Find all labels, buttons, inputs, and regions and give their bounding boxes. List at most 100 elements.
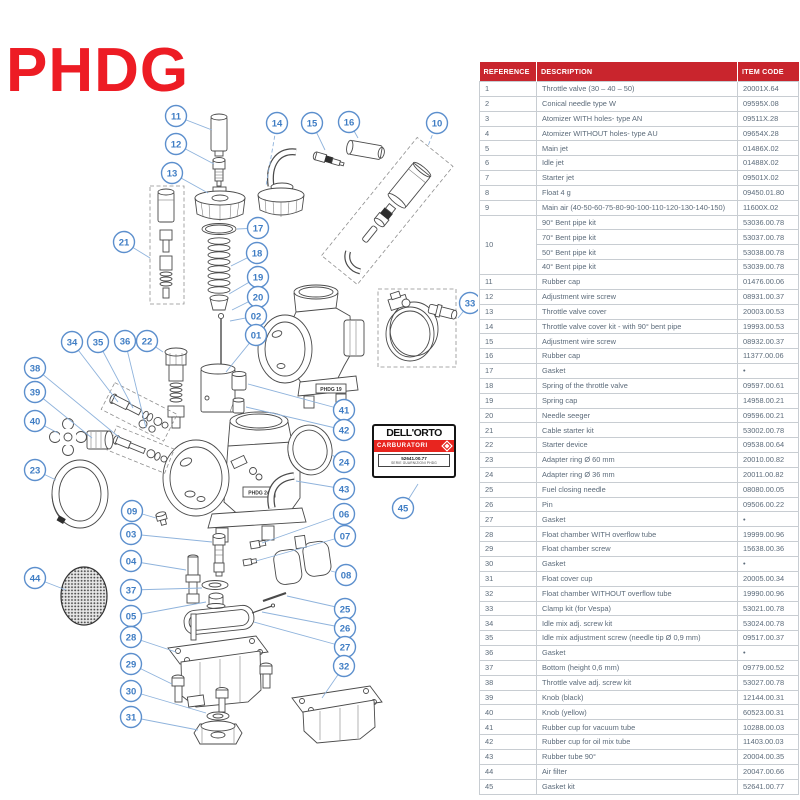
description-cell: 50° Bent pipe kit bbox=[536, 244, 738, 261]
item-code-cell: 01476.00.06 bbox=[737, 273, 799, 290]
svg-text:13: 13 bbox=[167, 168, 178, 179]
table-row: 39 Knob (black) 12144.00.31 bbox=[479, 689, 799, 706]
spring-cap-19-drawing bbox=[209, 294, 229, 311]
svg-text:16: 16 bbox=[344, 117, 355, 128]
table-row: 44 Air filter 20047.00.66 bbox=[479, 763, 799, 780]
svg-text:29: 29 bbox=[126, 659, 137, 670]
reference-cell: 24 bbox=[479, 466, 537, 483]
table-row: 28 Float chamber WITH overflow tube 19999.… bbox=[479, 526, 799, 543]
item-code-cell: 09450.01.80 bbox=[737, 184, 799, 201]
description-cell: 40° Bent pipe kit bbox=[536, 259, 738, 275]
reference-cell: 14 bbox=[479, 318, 537, 335]
callout-10: 10 bbox=[425, 111, 449, 147]
reference-cell: 40 bbox=[479, 704, 537, 721]
callout-36: 36 bbox=[113, 329, 147, 429]
table-row: 24 Adapter ring Ø 36 mm 20011.00.82 bbox=[479, 466, 799, 483]
table-row: 22 Starter device 09538.00.64 bbox=[479, 437, 799, 454]
callout-18: 18 bbox=[230, 241, 269, 267]
item-code-cell: 19999.00.96 bbox=[737, 526, 799, 543]
float-chamber-28-drawing bbox=[167, 613, 269, 708]
callout-37: 37 bbox=[119, 578, 203, 602]
description-cell: Starter jet bbox=[536, 170, 738, 186]
table-row: 25 Fuel closing needle 08080.00.05 bbox=[479, 481, 799, 498]
description-cell: Float chamber screw bbox=[536, 541, 738, 557]
callout-44: 44 bbox=[23, 566, 67, 591]
item-code-cell: 53038.00.78 bbox=[737, 244, 799, 261]
carb-body-upper-drawing: PHDG 19 bbox=[257, 284, 365, 409]
float-cover-cup-31-drawing bbox=[193, 720, 243, 745]
svg-text:33: 33 bbox=[465, 298, 476, 309]
item-code-cell: 20004.00.35 bbox=[737, 748, 799, 765]
description-cell: Gasket kit bbox=[536, 778, 738, 795]
description-cell: Knob (black) bbox=[536, 689, 738, 706]
svg-text:01: 01 bbox=[251, 330, 262, 341]
float-chamber-screws-29-drawing bbox=[171, 662, 273, 713]
carburatori-text: CARBURATORI bbox=[377, 443, 428, 449]
svg-text:36: 36 bbox=[120, 336, 131, 347]
svg-text:05: 05 bbox=[126, 611, 137, 622]
svg-text:39: 39 bbox=[30, 387, 41, 398]
gasket-27-drawing bbox=[183, 604, 255, 635]
reference-cell: 34 bbox=[479, 615, 537, 632]
header-description: DESCRIPTION bbox=[536, 62, 738, 82]
table-row: 34 Idle mix adj. screw kit 53024.00.78 bbox=[479, 615, 799, 632]
item-code-cell: 20001X.64 bbox=[737, 81, 799, 97]
callout-29: 29 bbox=[119, 652, 173, 685]
description-cell: Spring cap bbox=[536, 392, 738, 409]
rubber-tube-43-drawing bbox=[267, 472, 295, 509]
rubber-cap-11-drawing bbox=[210, 113, 228, 157]
gasket-17-drawing bbox=[201, 223, 237, 235]
dellorto-diamond-icon bbox=[441, 440, 453, 452]
svg-text:10: 10 bbox=[432, 118, 443, 129]
reference-cell: 18 bbox=[479, 377, 537, 394]
reference-cell: 15 bbox=[479, 333, 537, 350]
label-code-line: 52641.00.77 bbox=[401, 456, 427, 461]
washer-small-b bbox=[148, 425, 156, 433]
table-row: 6 Idle jet 01488X.02 bbox=[479, 155, 799, 172]
reference-cell: 9 bbox=[479, 199, 537, 216]
reference-cell: 23 bbox=[479, 452, 537, 468]
screw-03-drawing bbox=[212, 533, 226, 577]
callout-20: 20 bbox=[231, 285, 270, 311]
svg-text:37: 37 bbox=[126, 585, 137, 596]
reference-cell: 45 bbox=[479, 778, 537, 795]
callout-38: 38 bbox=[23, 356, 121, 439]
callout-16: 16 bbox=[337, 110, 361, 139]
reference-cell: 3 bbox=[479, 110, 537, 127]
reference-cell: 35 bbox=[479, 630, 537, 647]
reference-cell: 5 bbox=[479, 140, 537, 157]
svg-text:44: 44 bbox=[30, 573, 41, 584]
item-code-cell: 19993.00.53 bbox=[737, 318, 799, 335]
description-cell: Main air (40-50-60-75-80-90-100-110-120-… bbox=[536, 199, 738, 216]
adapter-ring-24-drawing bbox=[287, 424, 333, 476]
reference-cell: 22 bbox=[479, 437, 537, 454]
description-cell: Knob (yellow) bbox=[536, 704, 738, 721]
table-row: 43 Rubber tube 90° 20004.00.35 bbox=[479, 748, 799, 765]
float-chamber-32-drawing bbox=[291, 685, 383, 744]
svg-text:14: 14 bbox=[272, 118, 283, 129]
description-cell: Throttle valve (30 – 40 – 50) bbox=[536, 81, 738, 97]
table-header-row: REFERENCE DESCRIPTION ITEM CODE bbox=[479, 62, 799, 82]
description-cell: Gasket bbox=[536, 363, 738, 379]
reference-cell: 12 bbox=[479, 288, 537, 305]
callout-15: 15 bbox=[300, 111, 326, 151]
table-row: 31 Float cover cup 20005.00.34 bbox=[479, 570, 799, 587]
description-cell: 90° Bent pipe kit bbox=[536, 214, 738, 231]
fuel-needle-25-drawing bbox=[251, 603, 276, 614]
item-code-cell: • bbox=[737, 511, 799, 528]
table-row: 32 Float chamber WITHOUT overflow tube 199… bbox=[479, 585, 799, 602]
table-row: 45 Gasket kit 52641.00.77 bbox=[479, 778, 799, 795]
item-code-cell: • bbox=[737, 645, 799, 661]
clamp-kit-33-drawing bbox=[377, 288, 458, 368]
callout-42: 42 bbox=[245, 406, 356, 442]
callout-31: 31 bbox=[119, 705, 199, 731]
item-code-cell: 20011.00.82 bbox=[737, 466, 799, 483]
reference-cell: 26 bbox=[479, 496, 537, 513]
callout-21: 21 bbox=[112, 230, 151, 259]
svg-text:27: 27 bbox=[340, 642, 351, 653]
description-cell: Rubber cap bbox=[536, 273, 738, 290]
callout-17: 17 bbox=[236, 216, 270, 240]
reference-cell: 21 bbox=[479, 422, 537, 439]
description-cell: Float cover cup bbox=[536, 570, 738, 587]
callout-04: 04 bbox=[119, 549, 187, 573]
